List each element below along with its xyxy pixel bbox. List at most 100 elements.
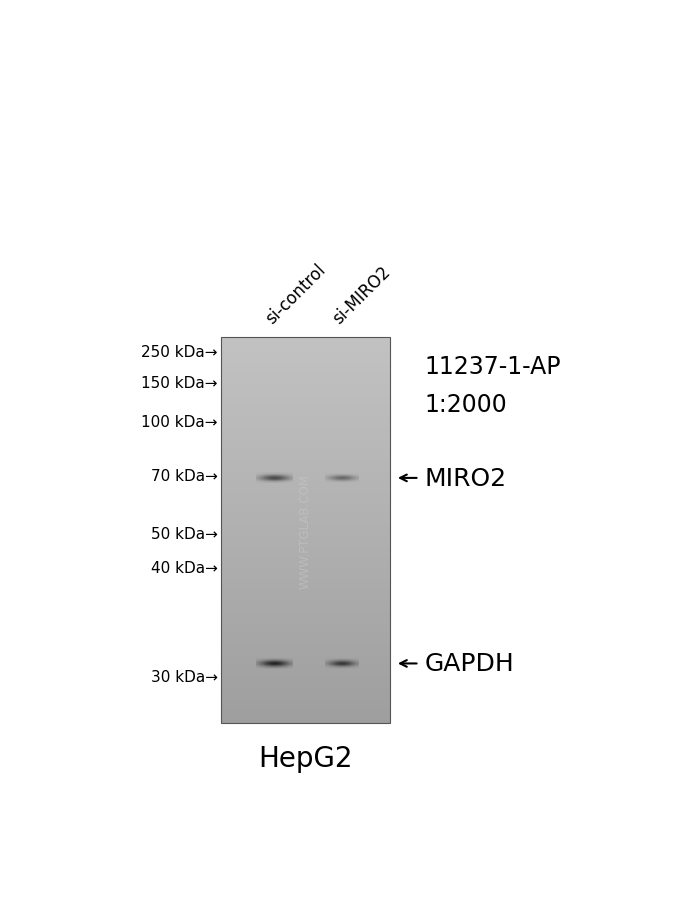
Bar (221, 410, 389, 412)
Bar (221, 623, 389, 624)
Bar (221, 612, 389, 614)
Bar (221, 458, 389, 460)
Bar (221, 657, 389, 658)
Bar (221, 564, 389, 566)
Bar (221, 658, 389, 659)
Bar (221, 511, 389, 512)
Bar (221, 516, 389, 518)
Bar (221, 582, 389, 584)
Bar (221, 618, 389, 620)
Bar (221, 473, 389, 474)
Bar (221, 370, 389, 371)
Bar (221, 699, 389, 700)
Bar (221, 446, 389, 448)
Bar (221, 672, 389, 674)
Bar (221, 645, 389, 647)
Text: 50 kDa→: 50 kDa→ (151, 526, 218, 541)
Bar (221, 361, 389, 362)
Bar (221, 433, 389, 434)
Bar (221, 663, 389, 665)
Bar (221, 416, 389, 418)
Bar (221, 624, 389, 626)
Bar (221, 578, 389, 579)
Bar (221, 404, 389, 406)
Bar (221, 681, 389, 683)
Bar (221, 487, 389, 488)
Bar (221, 546, 389, 548)
Bar (221, 609, 389, 611)
Bar (221, 647, 389, 648)
Bar (221, 467, 389, 469)
Bar (221, 703, 389, 704)
Bar (221, 561, 389, 563)
Bar (221, 700, 389, 702)
Bar (221, 451, 389, 452)
Bar (221, 593, 389, 594)
Text: 11237-1-AP: 11237-1-AP (425, 354, 561, 379)
Bar (221, 559, 389, 560)
Bar (221, 575, 389, 577)
Bar (221, 702, 389, 703)
Bar (221, 407, 389, 409)
Text: 40 kDa→: 40 kDa→ (151, 561, 218, 575)
Bar (221, 605, 389, 606)
Bar (221, 687, 389, 689)
Bar (221, 636, 389, 638)
Bar (221, 455, 389, 456)
Bar (221, 669, 389, 671)
Bar (221, 502, 389, 503)
Bar (221, 491, 389, 492)
Bar (221, 630, 389, 632)
Bar (221, 425, 389, 427)
Bar (221, 528, 389, 529)
Bar (221, 443, 389, 445)
Bar (221, 529, 389, 530)
Bar (221, 693, 389, 694)
Text: 30 kDa→: 30 kDa→ (151, 669, 218, 685)
Bar (221, 494, 389, 496)
Bar (221, 698, 389, 699)
Bar (221, 419, 389, 421)
Bar (221, 368, 389, 370)
Text: 100 kDa→: 100 kDa→ (141, 414, 218, 429)
Bar (221, 448, 389, 449)
Bar (221, 704, 389, 705)
Bar (221, 716, 389, 717)
Bar (221, 555, 389, 557)
Bar (221, 587, 389, 588)
Bar (221, 461, 389, 463)
Bar (221, 691, 389, 693)
Bar (221, 599, 389, 600)
Bar (221, 409, 389, 410)
Bar (221, 615, 389, 617)
Bar (221, 602, 389, 603)
Bar (221, 603, 389, 605)
Bar (221, 639, 389, 640)
Bar (221, 548, 389, 550)
Bar (221, 579, 389, 581)
Bar (221, 492, 389, 493)
Bar (221, 339, 389, 340)
Bar (221, 525, 389, 527)
Bar (221, 641, 389, 642)
Bar (221, 577, 389, 578)
Bar (221, 518, 389, 519)
Bar (221, 437, 389, 439)
Bar (221, 519, 389, 520)
Bar (221, 707, 389, 708)
Bar (221, 475, 389, 476)
Bar (221, 465, 389, 466)
Text: 1:2000: 1:2000 (425, 393, 507, 417)
Bar (221, 376, 389, 377)
Bar (221, 346, 389, 348)
Bar (221, 590, 389, 591)
Bar (221, 633, 389, 635)
Bar (221, 352, 389, 353)
Bar (221, 566, 389, 568)
Bar (221, 422, 389, 424)
Bar (221, 627, 389, 629)
Bar (221, 428, 389, 430)
Bar (221, 534, 389, 536)
Bar (221, 506, 389, 507)
Bar (221, 520, 389, 521)
